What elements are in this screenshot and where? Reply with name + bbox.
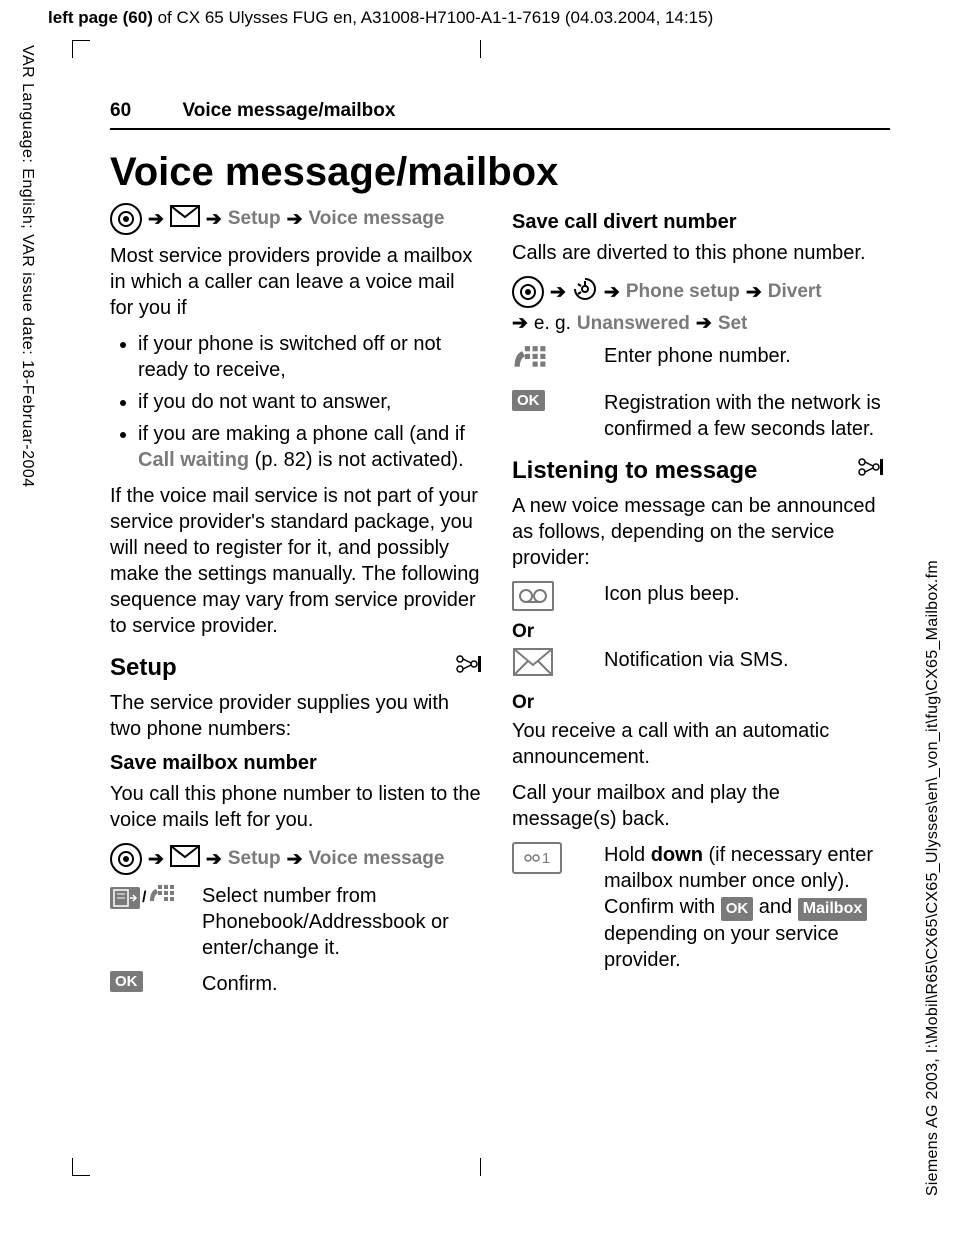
save-divert-heading: Save call divert number [512,211,884,234]
arrow-icon: ➔ [287,208,303,231]
sms-row: Notification via SMS. [512,647,884,682]
envelope-icon [170,205,200,233]
intro-text: Most service providers provide a mailbox… [110,243,482,321]
crop-mark [72,40,90,58]
side-left-text: VAR Language: English; VAR issue date: 1… [18,45,36,488]
ok-row: OK Confirm. [110,971,482,997]
save-mailbox-heading: Save mailbox number [110,752,482,775]
or-label: Or [512,621,884,643]
crop-mark [480,40,481,58]
nav-voicemsg: Voice message [309,848,445,870]
or-label: Or [512,692,884,714]
page-content: 60 Voice message/mailbox Voice message/m… [110,100,890,1007]
arrow-icon: ➔ [148,208,164,231]
bullet-item: if you are making a phone call (and if C… [138,421,482,473]
para-register: If the voice mail service is not part of… [110,483,482,639]
arrow-icon: ➔ [604,281,620,304]
arrow-icon: ➔ [746,281,762,304]
nav-path-2: ➔ ➔ Setup ➔ Voice message [110,843,482,875]
bullet-item: if you do not want to answer, [138,389,482,415]
ok-text: Confirm. [202,971,482,997]
auto-announcement: You receive a call with an automatic ann… [512,718,884,770]
setup-heading: Setup [110,653,482,682]
nav-unanswered: Unanswered [577,313,690,335]
call-mailbox: Call your mailbox and play the message(s… [512,780,884,832]
nav-path-3b: ➔ e. g. Unanswered ➔ Set [512,312,884,335]
doc-header: left page (60) of CX 65 Ulysses FUG en, … [48,8,713,28]
save-divert-text: Calls are diverted to this phone number. [512,240,884,266]
arrow-icon: ➔ [287,848,303,871]
key1-text: Hold down (if necessary enter mailbox nu… [604,842,884,973]
nav-path-3: ➔ ➔ Phone setup ➔ Divert [512,276,884,308]
phonebook-icon [110,887,140,909]
menu-key-icon [110,203,142,235]
arrow-icon: ➔ [550,281,566,304]
side-right-text: Siemens AG 2003, I:\Mobil\R65\CX65\CX65_… [924,560,942,1196]
nav-divert: Divert [768,281,822,303]
save-mailbox-text: You call this phone number to listen to … [110,781,482,833]
envelope-open-icon [512,647,554,682]
mailbox-softkey: Mailbox [798,898,868,921]
key-1-icon: 1 [512,842,562,874]
settings-icon [572,276,598,308]
enter-number-row: Enter phone number. [512,343,884,380]
ok-softkey: OK [110,971,143,992]
right-column: Save call divert number Calls are divert… [512,203,884,1007]
ok-reg-row: OK Registration with the network is conf… [512,390,884,442]
nav-phonesetup: Phone setup [626,281,740,303]
nav-voicemsg: Voice message [309,208,445,230]
running-head: 60 Voice message/mailbox [110,100,890,130]
setup-intro: The service provider supplies you with t… [110,690,482,742]
page-title: Voice message/mailbox [110,150,890,195]
left-column: ➔ ➔ Setup ➔ Voice message Most service p… [110,203,482,1007]
arrow-icon: ➔ [148,848,164,871]
arrow-icon: ➔ [512,312,528,335]
listen-intro: A new voice message can be announced as … [512,493,884,571]
phonebook-row: / Select number from Phonebook/Addressbo… [110,883,482,961]
nav-set: Set [718,313,748,335]
nav-eg: e. g. [534,313,571,335]
envelope-icon [170,845,200,873]
crop-mark [72,1158,90,1176]
running-title: Voice message/mailbox [182,100,395,121]
nav-path-1: ➔ ➔ Setup ➔ Voice message [110,203,482,235]
crop-mark [480,1158,481,1176]
menu-key-icon [110,843,142,875]
network-icon [856,456,884,485]
arrow-icon: ➔ [206,208,222,231]
bullet-list: if your phone is switched off or not rea… [110,331,482,473]
icon-beep-row: Icon plus beep. [512,581,884,611]
nav-setup: Setup [228,208,281,230]
page-number: 60 [110,100,178,122]
enter-number-text: Enter phone number. [604,343,884,369]
voicemail-icon [512,581,554,611]
keypad-icon [148,883,176,912]
keypad-icon [512,343,548,380]
menu-key-icon [512,276,544,308]
arrow-icon: ➔ [696,312,712,335]
ok-softkey: OK [721,897,754,921]
icon-beep-text: Icon plus beep. [604,581,884,607]
header-bold: left page (60) [48,8,153,27]
header-rest: of CX 65 Ulysses FUG en, A31008-H7100-A1… [153,8,713,27]
sms-text: Notification via SMS. [604,647,884,673]
key1-row: 1 Hold down (if necessary enter mailbox … [512,842,884,973]
ok-reg-text: Registration with the network is confirm… [604,390,884,442]
bullet-item: if your phone is switched off or not rea… [138,331,482,383]
arrow-icon: ➔ [206,848,222,871]
listening-heading: Listening to message [512,456,884,485]
network-icon [454,653,482,682]
ok-softkey: OK [512,390,545,411]
nav-setup: Setup [228,848,281,870]
phonebook-text: Select number from Phonebook/Addressbook… [202,883,482,961]
